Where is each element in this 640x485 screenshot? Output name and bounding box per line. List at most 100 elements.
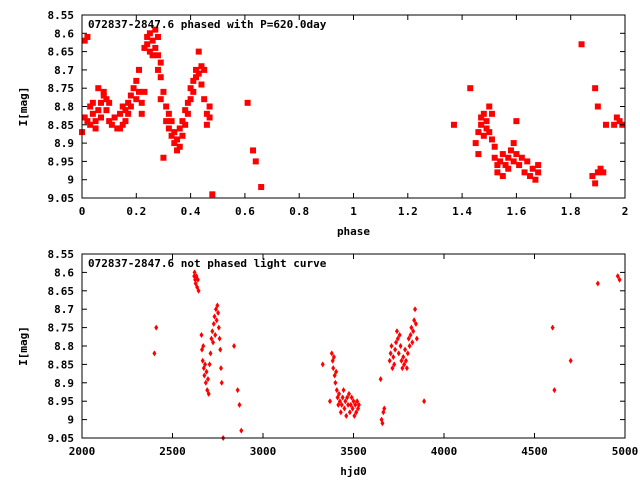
- unphased-data-point: [219, 379, 224, 386]
- unphased-data-point: [387, 357, 392, 364]
- phased-data-point: [488, 136, 495, 143]
- phased-data-point: [193, 66, 200, 73]
- unphased-data-point: [203, 361, 208, 368]
- unphased-data-point: [195, 276, 200, 283]
- phased-data-point: [480, 132, 487, 139]
- unphased-data-point: [406, 335, 411, 342]
- phased-data-point: [106, 99, 113, 106]
- unphased-data-point: [396, 350, 401, 357]
- phased-data-point: [494, 162, 501, 169]
- phased-data-point: [138, 110, 145, 117]
- phased-data-point: [483, 118, 490, 125]
- phased-data-point: [502, 162, 509, 169]
- unphased-data-point: [409, 324, 414, 331]
- unphased-x-tick-label: 4500: [521, 445, 548, 458]
- phased-y-tick-label: 8.9: [54, 137, 74, 150]
- unphased-data-point: [341, 387, 346, 394]
- phased-y-tick-label: 8.65: [48, 46, 75, 59]
- phased-x-tick-label: 0.4: [181, 205, 201, 218]
- phased-light-curve-panel: 0 0.2 0.4 0.6 0.8 1 1.2 1.4 1.6 1.8 2 8.558.68.658…: [17, 9, 628, 238]
- unphased-data-point: [329, 350, 334, 357]
- phased-axis-ticks: [81, 14, 626, 199]
- unphased-data-point: [568, 357, 573, 364]
- unphased-data-point: [216, 309, 221, 316]
- phased-data-point: [182, 107, 189, 114]
- unphased-x-axis-label: hjd0: [340, 465, 367, 478]
- unphased-data-point: [356, 401, 361, 408]
- unphased-y-tick-label: 8.8: [54, 340, 74, 353]
- phased-data-point: [179, 132, 186, 139]
- phased-data-point: [98, 99, 105, 106]
- phased-data-point: [119, 103, 126, 110]
- phased-data-point: [168, 118, 175, 125]
- phased-data-point: [160, 88, 167, 95]
- phased-x-tick-label: 1.4: [452, 205, 472, 218]
- phased-data-point: [144, 41, 151, 48]
- unphased-data-point: [154, 324, 159, 331]
- unphased-data-point: [337, 398, 342, 405]
- unphased-data-point: [342, 405, 347, 412]
- unphased-data-point: [350, 405, 355, 412]
- phased-data-point: [198, 63, 205, 70]
- unphased-data-point: [331, 354, 336, 361]
- phased-data-point: [95, 85, 102, 92]
- unphased-y-tick-label: 9: [67, 414, 74, 427]
- unphased-data-point: [354, 409, 359, 416]
- phased-data-point: [195, 48, 202, 55]
- unphased-data-point: [206, 390, 211, 397]
- phased-data-point: [535, 169, 542, 176]
- unphased-y-tick-label: 8.7: [54, 303, 74, 316]
- phased-data-point: [122, 118, 129, 125]
- phased-x-tick-label: 0.2: [126, 205, 146, 218]
- unphased-data-point: [389, 343, 394, 349]
- phased-data-point: [149, 37, 156, 44]
- phased-x-tick-label: 0: [79, 205, 86, 218]
- phased-data-point: [499, 151, 506, 158]
- phased-data-point: [81, 114, 88, 121]
- phased-data-point: [108, 121, 115, 128]
- phased-data-point: [106, 118, 113, 125]
- phased-data-point: [499, 173, 506, 180]
- unphased-y-tick-labels: 8.55 8.6 8.65 8.7 8.75 8.8 8.85 8.9 8.95 9 9.05: [48, 248, 75, 445]
- unphased-data-point: [403, 357, 408, 364]
- phased-data-point: [152, 44, 159, 51]
- phased-data-point: [100, 92, 107, 99]
- unphased-data-point: [348, 401, 353, 408]
- unphased-data-point: [395, 335, 400, 342]
- unphased-data-point: [216, 324, 221, 331]
- phased-x-tick-label: 1.6: [506, 205, 526, 218]
- unphased-data-point: [340, 394, 345, 401]
- phased-data-point: [524, 158, 531, 165]
- phased-data-point: [141, 44, 148, 51]
- unphased-data-point: [232, 343, 237, 349]
- unphased-data-points: [152, 269, 622, 441]
- unphased-data-point: [344, 412, 349, 419]
- phased-data-point: [507, 147, 514, 154]
- unphased-y-tick-label: 9.05: [48, 432, 75, 445]
- unphased-x-tick-labels: 2000 2500 3000 3500 4000 4500 5000: [69, 445, 639, 458]
- unphased-data-point: [390, 365, 395, 372]
- unphased-data-point: [239, 427, 244, 434]
- phased-data-point: [483, 125, 490, 132]
- unphased-data-point: [201, 343, 206, 349]
- unphased-data-point: [212, 313, 217, 320]
- phased-data-point: [179, 118, 186, 125]
- unphased-data-point: [411, 328, 416, 335]
- unphased-data-point: [208, 350, 213, 357]
- phased-data-point: [155, 52, 162, 59]
- unphased-x-tick-label: 3500: [340, 445, 367, 458]
- unphased-data-point: [237, 401, 242, 408]
- unphased-data-point: [402, 361, 407, 368]
- unphased-data-point: [211, 320, 216, 327]
- phased-data-point: [488, 110, 495, 117]
- unphased-data-point: [400, 365, 405, 372]
- phased-data-point: [174, 147, 181, 154]
- phased-data-point: [602, 121, 609, 128]
- unphased-data-point: [210, 328, 215, 335]
- unphased-data-point: [422, 398, 427, 405]
- unphased-data-point: [401, 354, 406, 361]
- phased-data-point: [475, 129, 482, 136]
- unphased-data-point: [388, 350, 393, 357]
- unphased-data-point: [347, 409, 352, 416]
